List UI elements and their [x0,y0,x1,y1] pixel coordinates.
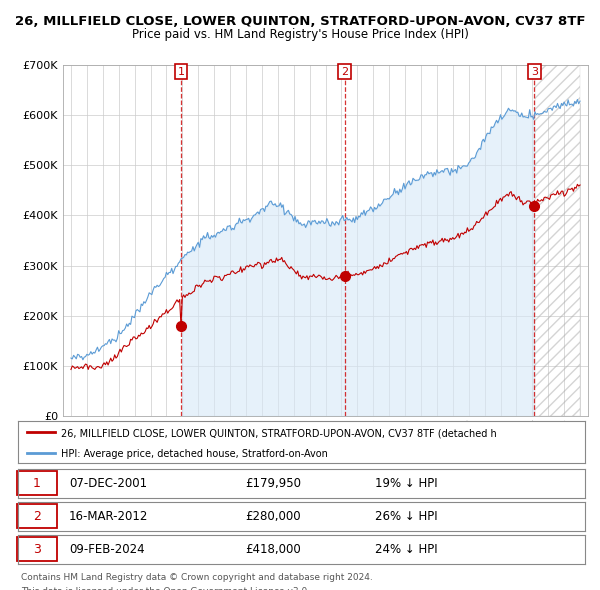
Text: £280,000: £280,000 [245,510,301,523]
Text: Price paid vs. HM Land Registry's House Price Index (HPI): Price paid vs. HM Land Registry's House … [131,28,469,41]
Text: 16-MAR-2012: 16-MAR-2012 [69,510,148,523]
Text: £418,000: £418,000 [245,543,301,556]
Text: 2: 2 [33,510,41,523]
Text: HPI: Average price, detached house, Stratford-on-Avon: HPI: Average price, detached house, Stra… [61,449,328,459]
Text: 26, MILLFIELD CLOSE, LOWER QUINTON, STRATFORD-UPON-AVON, CV37 8TF: 26, MILLFIELD CLOSE, LOWER QUINTON, STRA… [15,15,585,28]
Text: £179,950: £179,950 [245,477,301,490]
Text: 09-FEB-2024: 09-FEB-2024 [69,543,145,556]
Text: 1: 1 [178,67,185,77]
FancyBboxPatch shape [17,537,56,562]
Text: 26% ↓ HPI: 26% ↓ HPI [375,510,438,523]
Text: 1: 1 [33,477,41,490]
Text: 3: 3 [531,67,538,77]
Text: 3: 3 [33,543,41,556]
FancyBboxPatch shape [17,504,56,529]
Text: Contains HM Land Registry data © Crown copyright and database right 2024.: Contains HM Land Registry data © Crown c… [21,573,373,582]
Text: 19% ↓ HPI: 19% ↓ HPI [375,477,438,490]
Text: 26, MILLFIELD CLOSE, LOWER QUINTON, STRATFORD-UPON-AVON, CV37 8TF (detached h: 26, MILLFIELD CLOSE, LOWER QUINTON, STRA… [61,428,496,438]
Text: 24% ↓ HPI: 24% ↓ HPI [375,543,438,556]
Text: This data is licensed under the Open Government Licence v3.0.: This data is licensed under the Open Gov… [21,587,310,590]
FancyBboxPatch shape [17,471,56,496]
Text: 07-DEC-2001: 07-DEC-2001 [69,477,147,490]
Text: 2: 2 [341,67,349,77]
